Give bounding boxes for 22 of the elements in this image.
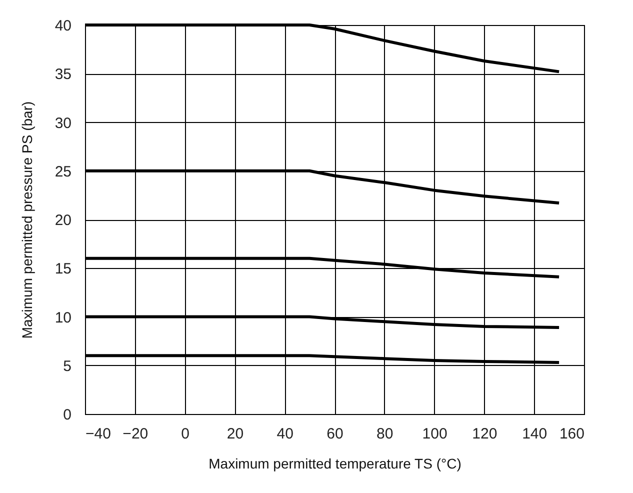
y-tick-label: 25	[54, 163, 72, 180]
x-tick-label: 120	[472, 426, 498, 442]
y-tick-label: 20	[54, 212, 72, 229]
x-tick-label: 80	[376, 426, 394, 442]
x-tick-label: 60	[326, 426, 344, 442]
y-tick-label: 15	[54, 260, 72, 278]
x-tick-label: 20	[226, 426, 244, 442]
y-tick-label: 10	[54, 309, 72, 326]
x-tick-label: 100	[422, 426, 448, 442]
x-tick-label: 0	[181, 426, 190, 442]
x-tick-label: −20	[122, 426, 148, 442]
y-tick-label: 5	[63, 358, 72, 375]
x-axis-title: Maximum permitted temperature TS (°C)	[208, 456, 462, 472]
y-tick-label: 0	[63, 406, 72, 424]
y-axis-title: Maximum permitted pressure PS (bar)	[18, 101, 35, 339]
x-tick-label: 140	[522, 426, 548, 442]
y-tick-label: 40	[54, 18, 72, 34]
x-tick-label: −40	[86, 426, 111, 442]
y-tick-label: 30	[54, 114, 72, 132]
y-tick-label: 35	[54, 66, 72, 84]
x-tick-label: 160	[559, 426, 584, 442]
x-tick-label: 40	[276, 426, 294, 442]
